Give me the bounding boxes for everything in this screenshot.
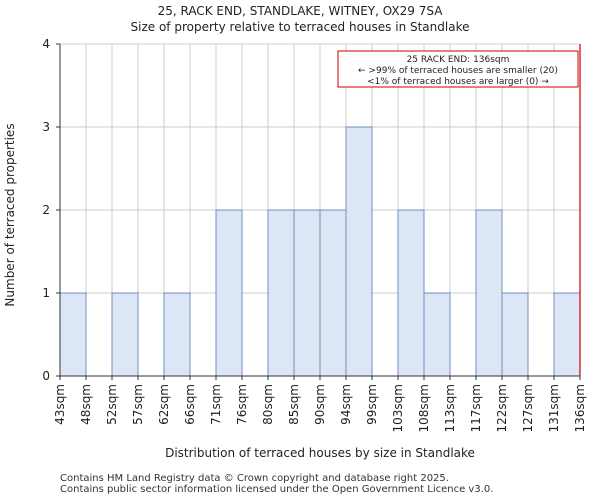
annotation-line-3: <1% of terraced houses are larger (0) → [367,77,549,87]
bar-108sqm [423,292,451,377]
x-tick-label-7: 76sqm [235,384,249,425]
chart-area: 0 1 2 3 4 43sqm 48sqm 52sqm 57sqm 62sqm 66sqm 71sq… [3,37,587,460]
y-tick-label-1: 1 [42,286,50,300]
footer-line-2: Contains public sector information licen… [60,484,494,495]
x-tick-label-16: 117sqm [469,384,483,432]
bar-62sqm [163,292,191,377]
chart-subtitle: Size of property relative to terraced ho… [130,20,470,34]
x-tick-label-20: 136sqm [573,384,587,432]
y-tick-label-0: 0 [42,369,50,383]
annotation-line-2: ← >99% of terraced houses are smaller (2… [358,66,558,76]
bar-80sqm [267,209,295,377]
annotation-line-1: 25 RACK END: 136sqm [407,55,510,65]
x-ticks: 43sqm 48sqm 52sqm 57sqm 62sqm 66sqm 71sqm 76sqm… [53,376,587,432]
x-tick-label-8: 80sqm [261,384,275,425]
bar-94sqm [345,126,373,377]
x-tick-label-6: 71sqm [209,384,223,425]
x-tick-label-14: 108sqm [417,384,431,432]
x-tick-label-19: 131sqm [547,384,561,432]
bar-103sqm [397,209,425,377]
bar-122sqm [501,292,529,377]
y-tick-label-4: 4 [42,37,50,51]
x-tick-label-9: 85sqm [287,384,301,425]
y-tick-label-3: 3 [42,120,50,134]
footer-line-1: Contains HM Land Registry data © Crown c… [60,473,449,484]
bar-43sqm [59,292,87,377]
bar-90sqm [319,209,347,377]
y-axis-label: Number of terraced properties [3,123,17,306]
annotation-box: 25 RACK END: 136sqm ← >99% of terraced h… [337,50,579,88]
x-tick-label-17: 122sqm [495,384,509,432]
y-tick-label-2: 2 [42,203,50,217]
bars [59,126,581,377]
x-tick-label-0: 43sqm [53,384,67,425]
x-tick-label-2: 52sqm [105,384,119,425]
bar-71sqm [215,209,243,377]
x-tick-label-3: 57sqm [131,384,145,425]
x-tick-label-10: 90sqm [313,384,327,425]
bar-117sqm [475,209,503,377]
bar-131sqm [553,292,581,377]
x-tick-label-12: 99sqm [365,384,379,425]
y-ticks: 0 1 2 3 4 [42,37,60,383]
x-tick-label-1: 48sqm [79,384,93,425]
bar-52sqm [111,292,139,377]
x-tick-label-11: 94sqm [339,384,353,425]
x-tick-label-15: 113sqm [443,384,457,432]
bar-85sqm [293,209,321,377]
x-tick-label-13: 103sqm [391,384,405,432]
chart-title: 25, RACK END, STANDLAKE, WITNEY, OX29 7S… [157,4,443,18]
x-axis-label: Distribution of terraced houses by size … [165,446,475,460]
x-tick-label-5: 66sqm [183,384,197,425]
x-tick-label-4: 62sqm [157,384,171,425]
x-tick-label-18: 127sqm [521,384,535,432]
annotation-frame [337,50,579,88]
